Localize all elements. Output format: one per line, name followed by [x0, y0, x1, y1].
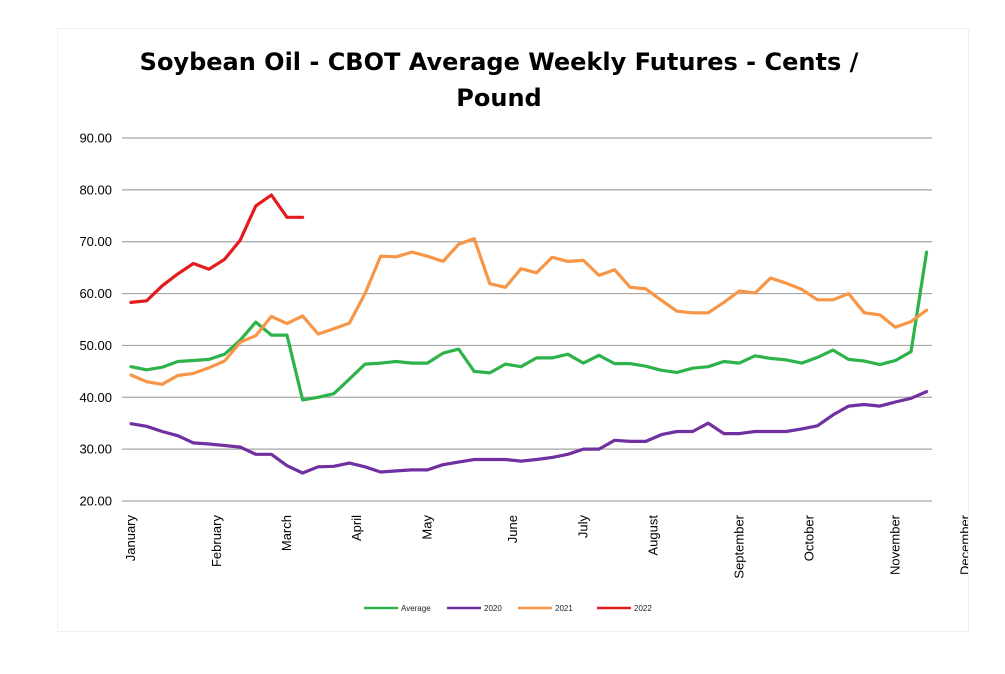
series-line-2020 [129, 390, 929, 475]
x-tick-label-july: July [575, 515, 590, 539]
x-tick-label-january: January [123, 515, 138, 562]
y-tick-label: 80.00 [79, 182, 112, 197]
series-line-average [129, 250, 929, 402]
y-tick-label: 20.00 [79, 494, 112, 509]
chart-frame: Soybean Oil - CBOT Average Weekly Future… [57, 28, 969, 632]
x-tick-label-february: February [209, 515, 224, 568]
series-line-2022 [129, 193, 305, 304]
x-tick-label-september: September [731, 514, 746, 578]
y-axis-ticks: 90.00 80.00 70.00 60.00 50.00 40.00 30.00 20.00 [79, 131, 112, 509]
series-lines [129, 193, 929, 475]
x-tick-label-march: March [279, 515, 294, 551]
chart-title-line-2: Pound [456, 84, 541, 112]
line-chart: Soybean Oil - CBOT Average Weekly Future… [79, 48, 968, 613]
y-tick-label: 30.00 [79, 442, 112, 457]
x-tick-label-october: October [802, 514, 817, 561]
legend-label-2020: 2020 [484, 604, 502, 613]
x-tick-label-august: August [646, 515, 661, 556]
legend-label-2021: 2021 [555, 604, 573, 613]
y-tick-label: 90.00 [79, 131, 112, 146]
legend: Average 2020 2021 2022 [364, 604, 652, 613]
x-tick-label-june: June [505, 515, 520, 543]
y-tick-label: 40.00 [79, 390, 112, 405]
series-line-2021 [129, 237, 929, 386]
gridlines [122, 137, 932, 502]
x-tick-label-april: April [349, 515, 364, 541]
legend-label-average: Average [401, 604, 431, 613]
legend-label-2022: 2022 [634, 604, 652, 613]
x-tick-label-november: November [887, 514, 902, 575]
x-axis-ticks: January February March April May June July Augu… [123, 514, 968, 578]
chart-title-line-1: Soybean Oil - CBOT Average Weekly Future… [140, 48, 859, 76]
x-tick-label-december: December [958, 514, 968, 575]
x-tick-label-may: May [419, 515, 434, 540]
y-tick-label: 70.00 [79, 234, 112, 249]
y-tick-label: 50.00 [79, 338, 112, 353]
y-tick-label: 60.00 [79, 286, 112, 301]
